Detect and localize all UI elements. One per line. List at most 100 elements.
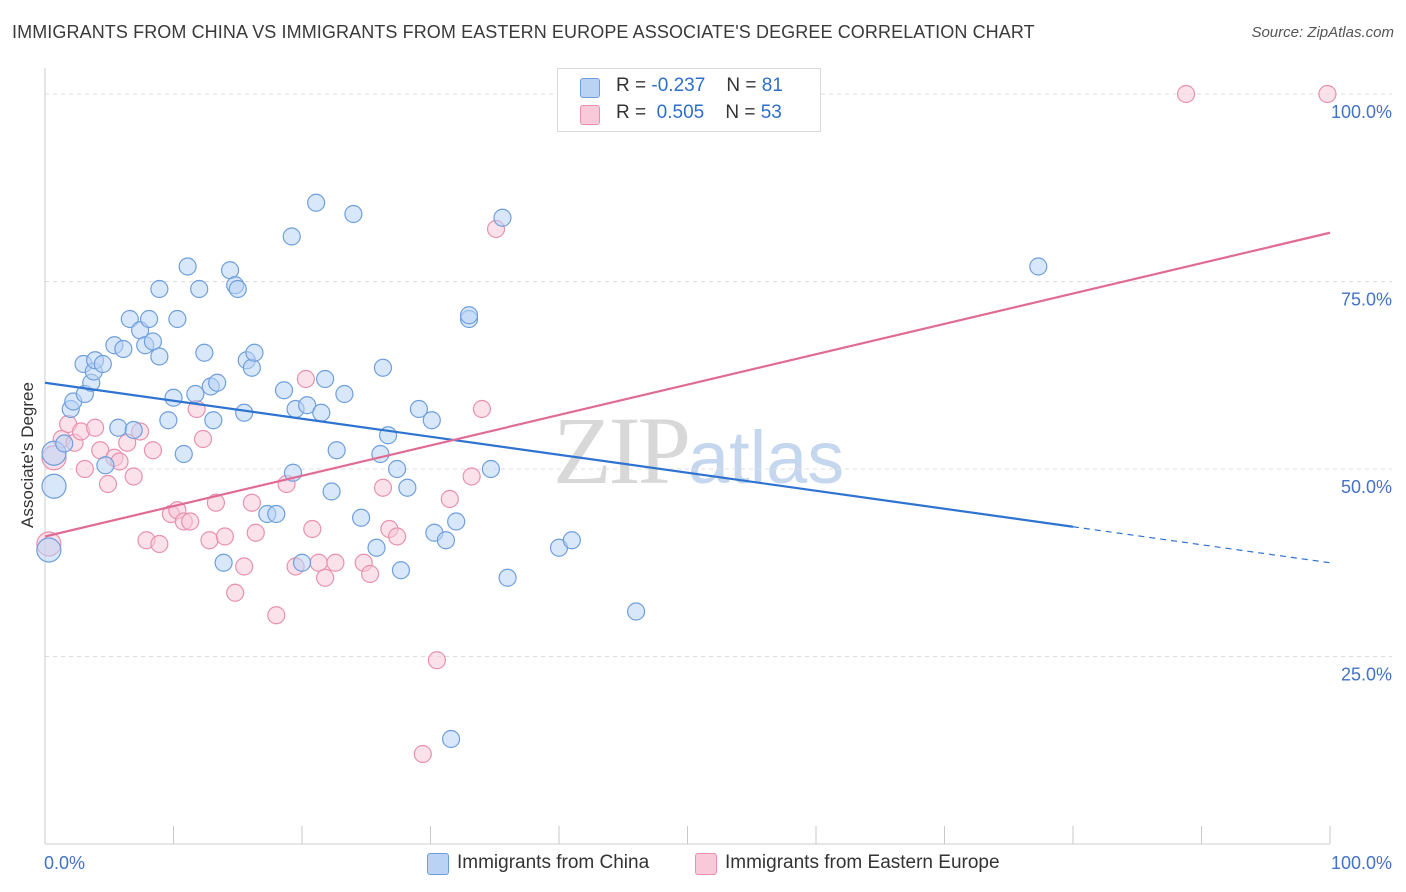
x-tick-label-100: 100.0% (1331, 853, 1392, 873)
china-point-60 (371, 444, 390, 464)
china-point-53 (316, 369, 335, 389)
china-n-label: N = (726, 75, 757, 96)
china-point-54 (322, 482, 341, 501)
y-tick-label-100: 100.0% (1331, 102, 1392, 122)
china-point-35 (214, 553, 233, 572)
china-point-55 (327, 441, 346, 460)
china-point-59 (367, 538, 386, 557)
china-point-15 (114, 339, 133, 359)
series-china-points (36, 193, 1048, 749)
china-point-66 (409, 399, 429, 419)
eastern-europe-swatch (580, 105, 600, 125)
china-point-49 (292, 553, 312, 572)
eastern-europe-point-30 (246, 523, 265, 542)
bottom-ee-swatch (695, 853, 717, 875)
china-point-61 (373, 358, 393, 377)
y-tick-label-50: 50.0% (1341, 477, 1392, 497)
china-point-33 (204, 411, 223, 430)
eastern-europe-point-46 (440, 489, 459, 509)
eastern-europe-trend-line (44, 231, 1331, 538)
eastern-europe-point-27 (226, 583, 245, 602)
eastern-europe-point-31 (267, 606, 286, 625)
china-point-58 (352, 508, 371, 527)
eastern-europe-point-7 (86, 418, 105, 437)
eastern-europe-point-23 (193, 429, 213, 449)
eastern-europe-point-6 (75, 459, 94, 479)
china-trend-line (44, 381, 1074, 528)
eastern-europe-point-43 (387, 527, 407, 546)
bottom-china-label: Immigrants from China (457, 852, 650, 873)
y-tick-label-25: 25.0% (1341, 665, 1392, 685)
china-n-value: 81 (761, 75, 783, 96)
china-point-30 (190, 279, 209, 299)
x-tick-label-0: 0.0% (44, 853, 85, 873)
eastern-europe-point-24 (200, 531, 219, 550)
eastern-europe-point-44 (413, 744, 432, 764)
china-point-42 (245, 343, 264, 362)
china-r-label: R = (616, 75, 647, 96)
china-point-74 (493, 208, 512, 227)
ee-r-label: R = (616, 102, 647, 123)
bottom-china-swatch (427, 853, 449, 875)
china-point-16 (120, 309, 139, 329)
china-point-11 (93, 354, 112, 374)
eastern-europe-point-40 (361, 564, 380, 584)
china-point-31 (195, 343, 214, 362)
china-point-29 (186, 384, 205, 404)
china-point-41 (242, 358, 261, 377)
eastern-europe-point-35 (303, 519, 322, 539)
eastern-europe-point-34 (296, 369, 315, 389)
eastern-europe-point-16 (143, 441, 163, 460)
china-point-23 (150, 279, 169, 299)
china-point-3 (55, 434, 74, 453)
china-point-17 (124, 420, 143, 440)
eastern-europe-point-37 (316, 568, 335, 587)
eastern-europe-point-21 (181, 512, 200, 531)
china-stats: R = -0.237 N = 81 (616, 75, 783, 97)
y-axis-label: Associate's Degree (18, 382, 37, 528)
china-point-45 (274, 381, 294, 400)
eastern-europe-point-17 (150, 534, 169, 554)
china-point-24 (159, 411, 178, 430)
china-point-34 (208, 373, 227, 392)
correlation-legend: R = -0.237 N = 81 R = 0.505 N = 53 (557, 68, 821, 132)
series-eastern-europe-points (36, 84, 1337, 764)
ee-n-label: N = (725, 102, 756, 123)
china-point-77 (562, 531, 581, 550)
eastern-europe-point-38 (326, 553, 345, 572)
china-point-63 (387, 459, 407, 479)
watermark-zip: ZIP (553, 397, 691, 504)
china-point-57 (344, 204, 363, 224)
china-point-78 (626, 602, 646, 621)
china-point-75 (498, 568, 517, 587)
eastern-europe-point-48 (472, 399, 491, 419)
china-point-51 (307, 193, 326, 212)
china-point-25 (164, 388, 183, 407)
china-point-69 (436, 531, 456, 550)
ee-r-value: 0.505 (656, 102, 705, 123)
china-point-14 (109, 418, 128, 437)
watermark-atlas: atlas (688, 416, 845, 499)
china-point-22 (150, 347, 169, 366)
china-point-27 (174, 444, 193, 464)
eastern-europe-point-29 (242, 493, 261, 512)
china-point-38 (228, 279, 247, 299)
eastern-europe-point-41 (373, 478, 393, 497)
axes (44, 68, 1331, 845)
china-point-21 (143, 332, 163, 351)
axis-ticks: 25.0% 50.0% 75.0% 100.0% 0.0% 100.0% (44, 102, 1392, 873)
y-tick-label-75: 75.0% (1341, 290, 1392, 310)
china-point-80 (459, 306, 479, 325)
china-point-50 (298, 396, 317, 415)
china-point-70 (441, 729, 461, 749)
china-point-71 (447, 512, 466, 531)
china-point-64 (391, 561, 411, 580)
eastern-europe-point-13 (124, 467, 143, 486)
china-point-65 (398, 478, 417, 497)
china-point-20 (139, 309, 159, 329)
china-point-44 (267, 504, 286, 524)
china-point-56 (335, 384, 354, 404)
china-point-46 (282, 227, 301, 246)
chart-title: IMMIGRANTS FROM CHINA VS IMMIGRANTS FROM… (12, 22, 1035, 42)
